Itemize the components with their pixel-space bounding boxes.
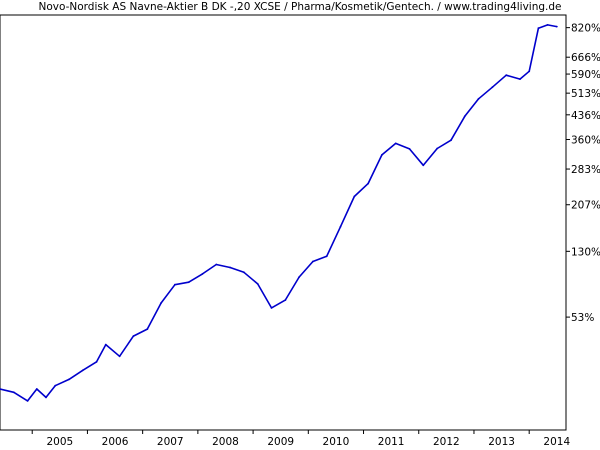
data-point	[537, 27, 540, 30]
data-point	[436, 147, 439, 150]
plot-area	[0, 14, 567, 431]
data-point	[201, 273, 204, 275]
data-point	[229, 266, 232, 269]
y-tick-label: 130%	[571, 246, 600, 258]
data-point	[12, 391, 15, 394]
y-tick-label: 666%	[571, 52, 600, 64]
y-tick-label: 513%	[571, 88, 600, 100]
data-point	[284, 299, 287, 301]
data-point	[35, 388, 38, 390]
data-point	[463, 115, 466, 118]
data-point	[325, 255, 328, 258]
series-line	[0, 24, 557, 402]
data-point	[146, 328, 149, 330]
data-point	[118, 355, 121, 358]
data-point	[519, 78, 521, 80]
x-tick-label: 2005	[46, 436, 73, 448]
data-point	[312, 260, 314, 263]
data-point	[81, 369, 84, 372]
y-tick-label: 436%	[571, 110, 600, 122]
data-point	[95, 360, 98, 363]
data-point	[353, 195, 356, 198]
data-point	[26, 400, 29, 402]
data-point	[381, 154, 383, 156]
y-axis: 820% 666% 590% 513% 436% 360% 283% 207% 130% 53%	[566, 23, 600, 324]
data-point	[270, 307, 273, 309]
x-tick-label: 2012	[433, 436, 460, 448]
y-tick-label: 820%	[571, 23, 600, 35]
data-point	[394, 142, 397, 145]
data-point	[555, 25, 558, 28]
data-point	[528, 70, 531, 73]
x-axis: 2005 2006 2007 2008 2009 2010 2011 2012 2013 2014	[31, 430, 570, 448]
y-tick-label: 53%	[571, 312, 594, 324]
x-tick-label: 2009	[267, 436, 294, 448]
data-point	[339, 225, 342, 228]
data-point	[68, 378, 70, 381]
data-point	[505, 74, 508, 77]
data-point	[546, 24, 549, 26]
data-point	[104, 343, 107, 346]
y-tick-label: 360%	[571, 134, 600, 146]
data-point	[450, 139, 452, 142]
y-tick-label: 283%	[571, 164, 600, 176]
data-point	[243, 271, 245, 274]
x-tick-label: 2006	[102, 436, 129, 448]
y-tick-label: 590%	[571, 69, 600, 81]
data-point	[45, 396, 47, 399]
chart-title: Novo-Nordisk AS Navne-Aktier B DK -,20 X…	[38, 1, 562, 13]
x-tick-label: 2013	[488, 436, 515, 448]
price-series	[0, 24, 558, 402]
data-point	[256, 283, 259, 285]
data-point	[0, 388, 1, 390]
data-point	[132, 335, 135, 337]
data-point	[174, 283, 176, 286]
y-tick-label: 207%	[571, 200, 600, 212]
data-point	[422, 164, 425, 167]
x-tick-label: 2010	[323, 436, 350, 448]
data-point	[160, 302, 163, 304]
data-point	[367, 182, 369, 185]
data-point	[54, 384, 57, 387]
data-point	[215, 263, 218, 266]
data-point	[477, 97, 480, 100]
data-point	[408, 148, 411, 150]
x-tick-label: 2014	[543, 436, 570, 448]
data-point	[298, 276, 300, 278]
x-tick-label: 2008	[212, 436, 239, 448]
data-point	[187, 281, 190, 284]
x-tick-label: 2007	[157, 436, 184, 448]
x-tick-label: 2011	[378, 436, 405, 448]
data-point	[491, 86, 494, 89]
